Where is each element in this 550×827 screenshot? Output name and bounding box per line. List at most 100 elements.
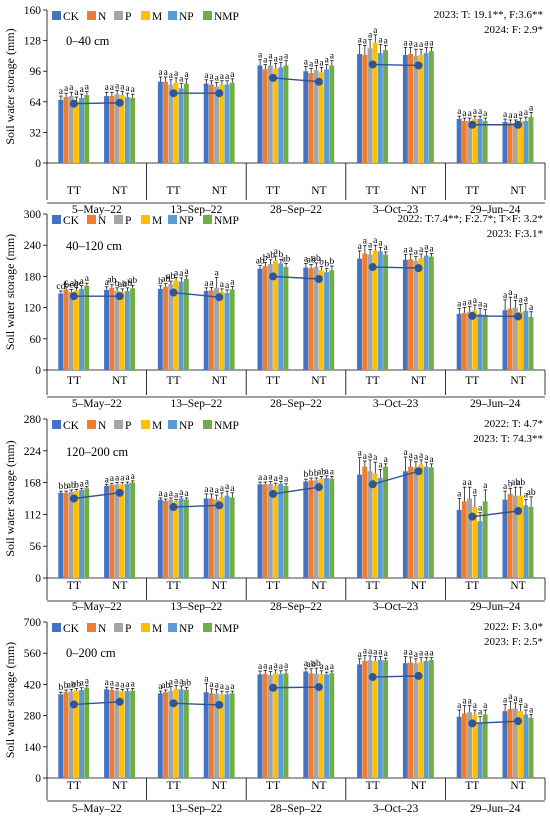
bar xyxy=(523,714,529,778)
tillage-label: TT xyxy=(266,580,280,592)
significance-letter: a xyxy=(429,455,434,465)
bar xyxy=(402,471,408,578)
significance-letter: b xyxy=(263,253,268,263)
bar xyxy=(114,484,120,578)
tillage-label: NT xyxy=(112,185,127,197)
date-label: 13–Sep–22 xyxy=(171,601,223,613)
significance-letter: ab xyxy=(317,467,326,477)
legend-swatch xyxy=(52,215,61,224)
bar xyxy=(472,507,478,578)
bar xyxy=(402,259,408,370)
significance-letter: a xyxy=(519,695,524,705)
significance-letter: a xyxy=(284,661,289,671)
bar xyxy=(203,290,209,370)
mean-point xyxy=(414,264,423,273)
significance-letter: a xyxy=(358,650,363,660)
significance-letter: a xyxy=(429,649,434,659)
bar xyxy=(428,51,434,163)
tillage-label: TT xyxy=(67,780,81,792)
mean-line xyxy=(173,504,220,508)
mean-point xyxy=(69,700,78,709)
tillage-label: TT xyxy=(366,375,380,387)
significance-letter: a xyxy=(304,254,309,264)
legend-swatch xyxy=(87,11,96,20)
significance-letter: a xyxy=(304,57,309,67)
significance-letter: a xyxy=(169,489,174,499)
bar xyxy=(308,268,314,370)
legend-swatch xyxy=(168,420,177,429)
significance-letter: a xyxy=(468,109,473,119)
legend-swatch xyxy=(52,420,61,429)
significance-letter: a xyxy=(314,56,319,66)
bar xyxy=(502,499,508,578)
mean-point xyxy=(468,311,477,320)
significance-letter: a xyxy=(524,701,529,711)
significance-letter: a xyxy=(164,68,169,78)
legend-swatch xyxy=(203,215,212,224)
bar xyxy=(477,722,483,778)
significance-letter: b xyxy=(304,470,309,480)
significance-letter: a xyxy=(529,705,534,715)
legend-label: P xyxy=(125,420,131,432)
significance-letter: a xyxy=(120,680,125,690)
legend-label: P xyxy=(125,623,131,635)
significance-letter: a xyxy=(384,455,389,465)
bar xyxy=(507,122,513,163)
mean-point xyxy=(169,503,178,512)
significance-letter: ab xyxy=(312,659,321,669)
bar xyxy=(357,53,362,163)
significance-letter: a xyxy=(330,52,335,62)
legend-label: M xyxy=(152,215,162,227)
bar xyxy=(507,708,513,778)
significance-letter: a xyxy=(414,40,419,50)
significance-letter: a xyxy=(105,83,110,93)
date-label: 5–May–22 xyxy=(72,601,122,613)
bar xyxy=(262,266,268,370)
bar xyxy=(214,86,220,163)
mean-point xyxy=(215,501,224,510)
y-tick-label: 300 xyxy=(24,209,42,221)
bar xyxy=(372,42,378,164)
significance-letter: a xyxy=(378,238,383,248)
legend: CK N P M NP NMP xyxy=(52,420,239,432)
significance-letter: a xyxy=(204,674,209,684)
legend-label: NP xyxy=(179,420,194,432)
bar xyxy=(372,473,378,578)
bar xyxy=(377,53,383,163)
bar xyxy=(329,270,335,370)
significance-letter: a xyxy=(204,279,209,289)
bar xyxy=(157,499,163,578)
significance-letter: ab xyxy=(161,681,170,691)
bar xyxy=(303,267,309,370)
bar xyxy=(423,661,429,778)
tillage-label: NT xyxy=(212,185,227,197)
bar xyxy=(168,84,174,163)
bar xyxy=(357,474,362,578)
significance-letter: a xyxy=(158,489,163,499)
tillage-label: TT xyxy=(366,580,380,592)
mean-line xyxy=(372,266,419,269)
bar xyxy=(84,95,90,163)
bar xyxy=(119,95,125,163)
mean-line xyxy=(472,315,519,318)
bar xyxy=(224,495,230,578)
bar xyxy=(58,694,64,778)
significance-letter: a xyxy=(105,475,110,485)
date-label: 28–Sep–22 xyxy=(270,803,322,815)
bar xyxy=(267,483,273,578)
bar xyxy=(467,311,472,370)
legend-swatch xyxy=(87,623,96,632)
bar xyxy=(183,83,189,163)
bar xyxy=(114,290,120,370)
date-label: 13–Sep–22 xyxy=(171,398,223,410)
tillage-label: NT xyxy=(112,375,127,387)
legend-label: M xyxy=(152,11,162,23)
bar xyxy=(418,662,424,778)
bar xyxy=(203,692,209,778)
stats-annotation: 2023: F:3.1* xyxy=(487,228,543,240)
bar xyxy=(178,281,184,370)
bar xyxy=(267,65,273,163)
legend-label: CK xyxy=(63,623,80,635)
significance-letter: ab xyxy=(307,255,316,265)
significance-letter: a xyxy=(403,246,408,256)
